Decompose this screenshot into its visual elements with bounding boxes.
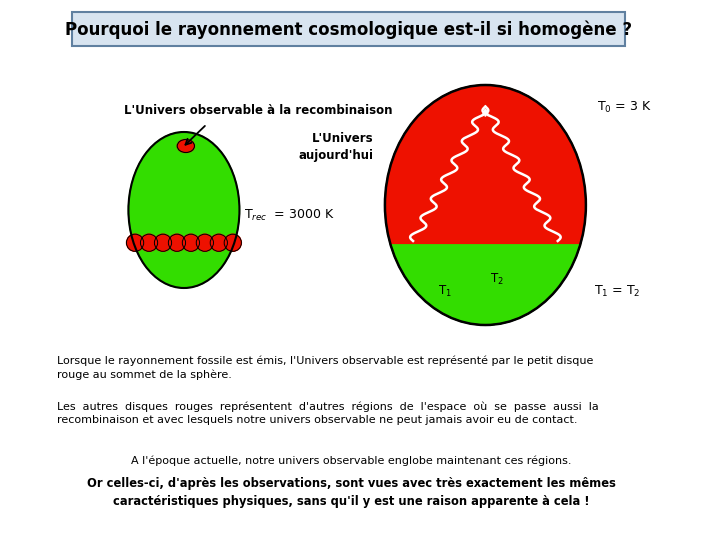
Ellipse shape <box>140 234 158 251</box>
Ellipse shape <box>210 234 228 251</box>
Text: T$_{rec}$  = 3000 K: T$_{rec}$ = 3000 K <box>244 207 335 222</box>
Polygon shape <box>385 85 586 244</box>
Text: A l'époque actuelle, notre univers observable englobe maintenant ces régions.: A l'époque actuelle, notre univers obser… <box>131 455 572 465</box>
Text: T$_1$: T$_1$ <box>438 284 452 299</box>
Text: L'Univers observable à la recombinaison: L'Univers observable à la recombinaison <box>124 104 392 117</box>
Text: L'Univers: L'Univers <box>312 132 374 145</box>
Ellipse shape <box>197 234 213 251</box>
Text: T$_0$ = 3 K: T$_0$ = 3 K <box>598 99 652 114</box>
Text: Lorsque le rayonnement fossile est émis, l'Univers observable est représenté par: Lorsque le rayonnement fossile est émis,… <box>57 355 593 380</box>
Ellipse shape <box>168 234 186 251</box>
Text: Pourquoi le rayonnement cosmologique est-il si homogène ?: Pourquoi le rayonnement cosmologique est… <box>65 21 632 39</box>
Ellipse shape <box>128 132 240 288</box>
Text: T$_2$: T$_2$ <box>490 272 504 287</box>
Ellipse shape <box>182 234 199 251</box>
Text: aujourd'hui: aujourd'hui <box>298 148 374 161</box>
Ellipse shape <box>385 85 586 325</box>
Ellipse shape <box>224 234 241 251</box>
Text: Or celles-ci, d'après les observations, sont vues avec très exactement les mêmes: Or celles-ci, d'après les observations, … <box>87 477 616 508</box>
Ellipse shape <box>154 234 171 251</box>
Ellipse shape <box>177 139 194 152</box>
Text: T$_1$ = T$_2$: T$_1$ = T$_2$ <box>593 284 640 299</box>
FancyBboxPatch shape <box>72 12 625 46</box>
Ellipse shape <box>127 234 144 251</box>
Text: Les  autres  disques  rouges  représentent  d'autres  régions  de  l'espace  où : Les autres disques rouges représentent d… <box>57 401 598 425</box>
